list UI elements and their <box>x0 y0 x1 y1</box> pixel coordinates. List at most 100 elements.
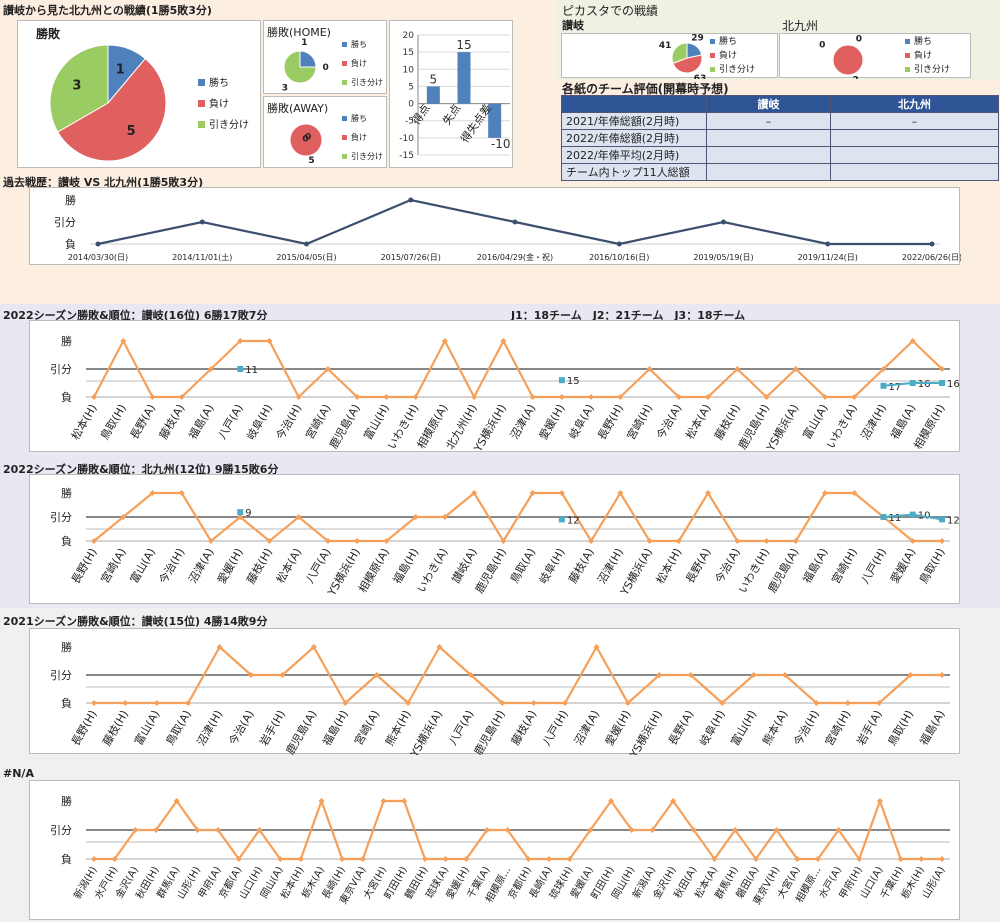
result-point <box>711 856 718 862</box>
rank-data-label: 12 <box>567 515 580 526</box>
xaxis-tick-label: 鳥取(H) <box>916 546 948 587</box>
result-point <box>939 538 945 544</box>
result-point <box>215 827 222 833</box>
result-point <box>471 490 478 496</box>
result-point <box>318 798 325 804</box>
xaxis-tick-label: 沼津(A) <box>571 708 602 748</box>
result-point <box>705 394 712 400</box>
result-point <box>851 490 858 496</box>
bar-ytick-label: -15 <box>399 151 414 161</box>
result-point <box>500 538 507 544</box>
season3-title: 2021シーズン勝敗&順位：讃岐(15位) 4勝14敗9分 <box>3 615 268 628</box>
result-point <box>149 394 156 400</box>
result-line <box>94 644 942 705</box>
result-point <box>354 394 361 400</box>
rank-line <box>883 513 913 518</box>
eval-row: チーム内トップ11人総額 <box>561 163 999 181</box>
xaxis-tick-label: 岐阜(H) <box>244 402 275 442</box>
xaxis-tick-label: 藤枝(H) <box>711 402 743 443</box>
result-point <box>324 366 331 372</box>
pie-slice-2 <box>283 50 317 84</box>
season2-title: 2022シーズン勝敗&順位：北九州(12位) 9勝15敗6分 <box>3 463 279 476</box>
yaxis-tick-label: 引分 <box>50 362 72 376</box>
pie-data-label: 0 <box>302 134 308 144</box>
xaxis-tick-label: 福島(H) <box>319 708 351 749</box>
result-point <box>705 490 712 496</box>
result-point <box>499 700 506 706</box>
xaxis-tick-label: 鳥取(H) <box>885 708 917 749</box>
bar-ytick-label: 5 <box>408 82 414 92</box>
xaxis-tick-label: 今治(H) <box>156 546 188 587</box>
result-point <box>773 827 780 833</box>
rank-line <box>912 513 943 521</box>
result-point <box>237 338 244 344</box>
bar-ytick-label: 0 <box>408 100 414 110</box>
xaxis-tick-label: 今治(H) <box>273 402 305 443</box>
result-point <box>153 700 160 706</box>
pie-data-label: 63 <box>694 74 707 79</box>
result-point <box>670 798 677 804</box>
result-point <box>295 514 302 520</box>
picasta-team2-label: 北九州 <box>782 19 819 33</box>
xaxis-tick-label: 福島(A) <box>799 546 830 586</box>
result-point <box>297 856 304 862</box>
bar-ytick-label: -10 <box>399 134 414 144</box>
xaxis-tick-label: 熊本(A) <box>759 708 790 748</box>
result-point <box>835 827 842 833</box>
xaxis-tick-label: 八戸(H) <box>858 546 889 586</box>
result-point <box>463 856 470 862</box>
season1-panel: 勝引分負16111621[勝敗][順位]1115171616松本(H)鳥取(H)… <box>29 320 960 453</box>
result-point <box>405 700 412 706</box>
xaxis-tick-label: 長野(A) <box>666 708 696 748</box>
picasta-team1-label: 讃岐 <box>562 19 584 32</box>
away-pie-legend: 勝ち 負け 引き分け <box>342 109 383 166</box>
result-point <box>792 366 799 372</box>
bar-2 <box>488 103 502 138</box>
main-pie-legend: 勝ち 負け 引き分け <box>198 73 249 136</box>
result-point <box>111 856 118 862</box>
pie-data-label: 0 <box>856 35 862 45</box>
xaxis-tick-label: 2014/11/01(土) <box>172 252 232 262</box>
picasta-team2-panel: 0 2 0 勝ち 負け 引き分け <box>779 33 971 79</box>
result-point <box>122 700 129 706</box>
result-point <box>587 827 594 833</box>
xaxis-tick-label: 2022/06/26(日) <box>902 253 961 262</box>
result-point <box>207 366 214 372</box>
result-point <box>558 490 565 496</box>
result-point <box>558 394 565 400</box>
xaxis-tick-label: 岐阜(H) <box>537 546 568 586</box>
result-point <box>178 490 185 496</box>
xaxis-tick-label: 讃岐(A) <box>449 546 479 586</box>
xaxis-tick-label: 岩手(H) <box>256 708 288 749</box>
result-point <box>442 856 449 862</box>
xaxis-tick-label: 2014/03/30(日) <box>68 253 128 262</box>
yaxis-tick-label: 勝 <box>61 334 72 348</box>
result-point <box>675 538 682 544</box>
result-point <box>732 827 739 833</box>
yaxis-tick-label: 引分 <box>50 823 72 837</box>
result-point <box>342 700 349 706</box>
xaxis-tick-label: 長野(H) <box>69 546 100 586</box>
main-pie-panel: 勝敗 1 5 3 勝ち 負け 引き分け <box>17 20 261 168</box>
rank-point <box>237 366 244 372</box>
result-point <box>512 219 518 225</box>
result-point <box>408 197 414 203</box>
rank-line <box>883 382 913 387</box>
main-pie-title: 勝敗 <box>36 27 61 41</box>
xaxis-tick-label: 宮崎(H) <box>624 402 656 443</box>
result-point <box>120 338 127 344</box>
xaxis-tick-label: 2016/10/16(日) <box>589 253 649 262</box>
yaxis-tick-label: 負 <box>61 391 72 404</box>
xaxis-tick-label: 富山(A) <box>127 546 158 586</box>
bar-ytick-label: -5 <box>405 117 414 127</box>
xaxis-tick-label: 八戸(H) <box>540 708 571 748</box>
bar-data-label: 5 <box>430 72 438 86</box>
pie-slice-0 <box>299 50 317 68</box>
rank-data-label: 11 <box>245 365 258 376</box>
xaxis-tick-label: 八戸(A) <box>446 708 476 748</box>
result-point <box>412 394 419 400</box>
result-point <box>588 538 595 544</box>
result-point <box>279 672 286 678</box>
result-point <box>483 827 490 833</box>
